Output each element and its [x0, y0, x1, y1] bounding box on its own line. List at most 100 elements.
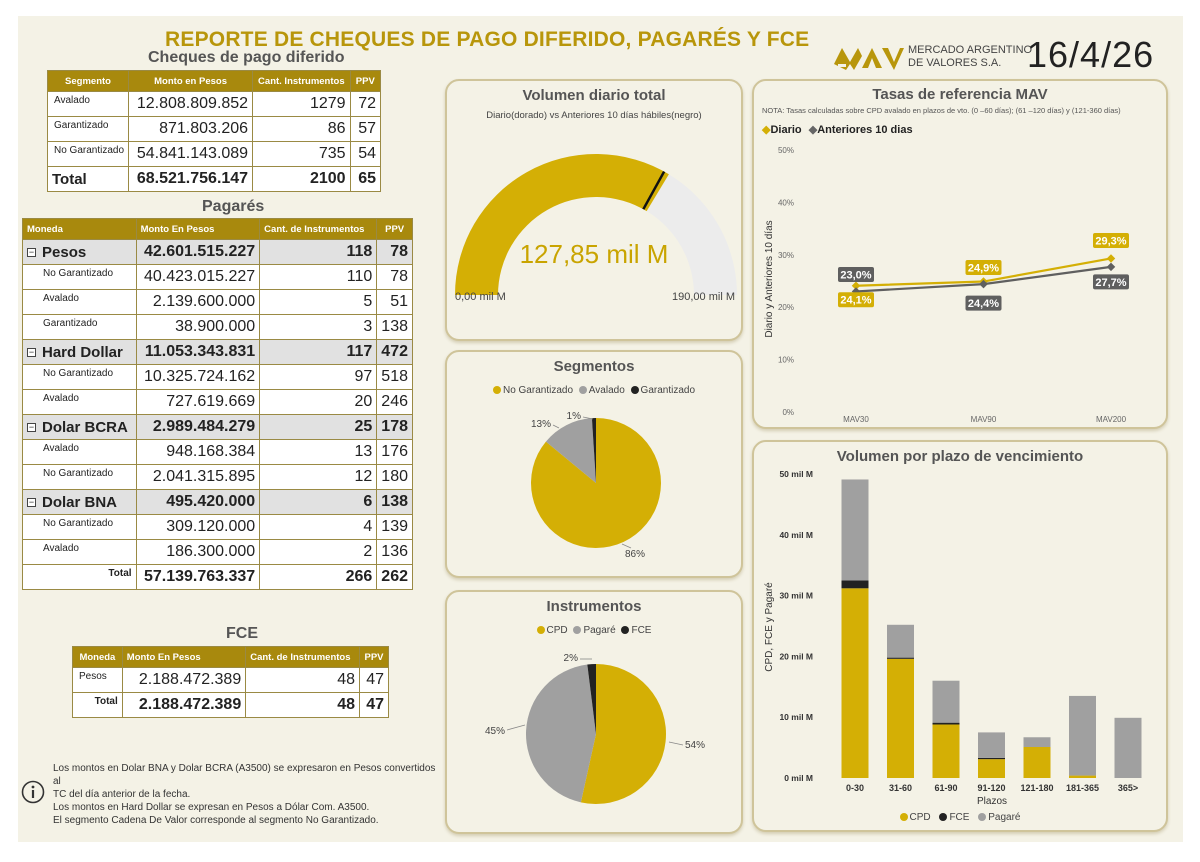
x-tick-label: 91-120 — [977, 783, 1005, 793]
table-row: No Garantizado 40.423.015.227 110 78 — [22, 264, 413, 290]
gauge-min-label: 0,00 mil M — [455, 291, 506, 303]
pie-slice — [587, 664, 596, 734]
row-ppv: 78 — [376, 264, 413, 290]
data-label: 24,9% — [968, 263, 999, 275]
pie-leader-line — [668, 741, 684, 746]
pie-slice — [591, 418, 596, 483]
row-amount: 309.120.000 — [135, 514, 261, 540]
group-amount: 495.420.000 — [135, 489, 261, 515]
x-tick-label: 181-365 — [1066, 783, 1099, 793]
gauge-card: Volumen diario total Diario(dorado) vs A… — [445, 79, 743, 341]
fce-col-ppv: PPV — [359, 646, 389, 668]
x-tick-label: MAV90 — [971, 415, 997, 424]
x-tick-label: 61-90 — [934, 783, 957, 793]
collapse-toggle-icon[interactable]: − — [27, 421, 36, 432]
x-tick-label: 365> — [1118, 783, 1138, 793]
cpd-ppv: 54 — [349, 141, 382, 167]
pagares-group-row[interactable]: − Dolar BCRA 2.989.484.279 25 178 — [22, 414, 413, 440]
bar-segment — [1023, 737, 1051, 747]
gauge-chart — [455, 154, 737, 295]
pie-value-label: 86% — [625, 549, 645, 560]
cpd-amount: 12.808.809.852 — [128, 91, 254, 117]
cpd-total-label: Total — [46, 166, 130, 192]
legend-dot-icon — [899, 813, 908, 821]
legend-label: Avalado — [588, 385, 625, 396]
row-ppv: 180 — [376, 464, 413, 490]
pie-leader-line — [582, 416, 594, 420]
rates-legend: ◆Diario ◆Anteriores 10 dias — [762, 123, 913, 136]
bar-segment — [887, 658, 914, 778]
maturity-title: Volumen por plazo de vencimiento — [836, 448, 1084, 465]
pagares-header-row: Moneda Monto En Pesos Cant. de Instrumen… — [22, 218, 413, 240]
group-amount: 2.989.484.279 — [135, 414, 261, 440]
pie-value-label: 2% — [564, 653, 579, 664]
segments-title: Segmentos — [553, 358, 635, 375]
pagares-col-currency: Moneda — [22, 218, 137, 240]
fce-header-row: Moneda Monto En Pesos Cant. de Instrumen… — [72, 646, 389, 668]
y-tick-label: 20 mil M — [779, 651, 813, 661]
cpd-ppv: 57 — [349, 116, 382, 142]
fce-amount: 2.188.472.389 — [121, 667, 247, 693]
cpd-total-amount: 68.521.756.147 — [128, 166, 254, 192]
rates-note: NOTA: Tasas calculadas sobre CPD avalado… — [762, 106, 1121, 115]
pagares-total-ppv: 262 — [376, 564, 413, 590]
group-count: 117 — [259, 339, 378, 365]
legend-dot-icon — [492, 386, 501, 394]
row-amount: 2.139.600.000 — [135, 289, 261, 315]
instruments-legend: CPD Pagaré FCE — [447, 625, 741, 636]
pagares-total-amount: 57.139.763.337 — [135, 564, 261, 590]
legend-dot-icon — [621, 626, 630, 634]
pie-leader-line — [552, 424, 560, 429]
data-label-box — [1093, 274, 1129, 290]
info-icon — [21, 780, 45, 809]
collapse-toggle-icon[interactable]: − — [27, 346, 36, 357]
x-tick-label: 31-60 — [889, 783, 912, 793]
legend-dot-icon — [573, 626, 582, 634]
group-count: 25 — [259, 414, 378, 440]
row-ppv: 136 — [376, 539, 413, 565]
gauge-value-arc — [455, 154, 669, 295]
row-segment: Avalado — [22, 289, 137, 315]
bar-segment — [1114, 717, 1142, 778]
fce-total-amount: 2.188.472.389 — [121, 692, 247, 718]
segments-pie: 86% 13% 1% — [531, 411, 661, 560]
row-count: 3 — [259, 314, 378, 340]
pagares-group-row[interactable]: − Hard Dollar 11.053.343.831 117 472 — [22, 339, 413, 365]
data-label: 27,7% — [1095, 277, 1126, 289]
x-axis-label: Plazos — [977, 796, 1007, 807]
pagares-col-amount: Monto En Pesos — [135, 218, 261, 240]
row-amount: 727.619.669 — [135, 389, 261, 415]
row-count: 4 — [259, 514, 378, 540]
row-amount: 948.168.384 — [135, 439, 261, 465]
row-amount: 2.041.315.895 — [135, 464, 261, 490]
y-tick-label: 0% — [782, 408, 794, 417]
pie-slice — [526, 664, 596, 803]
bar-segment — [1023, 746, 1051, 778]
pagares-group-row[interactable]: − Dolar BNA 495.420.000 6 138 — [22, 489, 413, 515]
data-label: 24,1% — [840, 295, 871, 307]
collapse-toggle-icon[interactable]: − — [27, 246, 36, 257]
series-point — [1106, 254, 1116, 263]
maturity-card: Volumen por plazo de vencimiento 0 mil M… — [752, 440, 1168, 832]
y-tick-label: 50 mil M — [779, 469, 813, 479]
y-tick-label: 10 mil M — [779, 712, 813, 722]
row-segment: Avalado — [22, 389, 137, 415]
cpd-count: 1279 — [252, 91, 351, 117]
group-amount: 11.053.343.831 — [135, 339, 261, 365]
footnote-line: Los montos en Hard Dollar se expresan en… — [53, 802, 370, 813]
row-segment: No Garantizado — [22, 464, 137, 490]
cpd-amount: 54.841.143.089 — [128, 141, 254, 167]
fce-count: 48 — [245, 667, 361, 693]
fce-total-ppv: 47 — [359, 692, 389, 718]
cpd-col-amount: Monto en Pesos — [128, 70, 254, 92]
data-label-box — [1093, 232, 1129, 248]
table-row: Avalado 12.808.809.852 1279 72 — [46, 91, 382, 117]
pie-slice — [545, 418, 596, 483]
fce-total-row: Total 2.188.472.389 48 47 — [72, 692, 389, 718]
collapse-toggle-icon[interactable]: − — [27, 496, 36, 507]
legend-dot-icon — [536, 626, 545, 634]
table-row: No Garantizado 2.041.315.895 12 180 — [22, 464, 413, 490]
pagares-group-row[interactable]: − Pesos 42.601.515.227 118 78 — [22, 239, 413, 265]
row-segment: Garantizado — [22, 314, 137, 340]
group-name: Pesos — [42, 243, 87, 261]
